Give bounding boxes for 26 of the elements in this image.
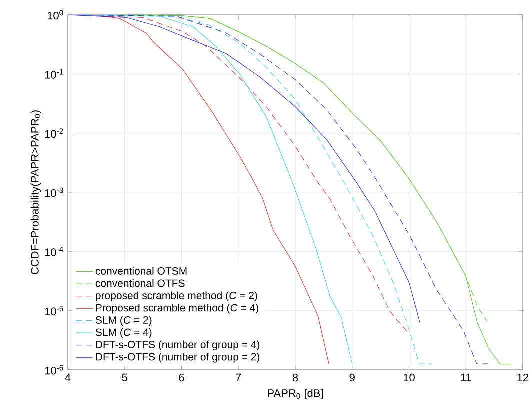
x-tick-label: 4	[65, 374, 71, 382]
y-tick-label: 10$^{-6}$	[45, 365, 64, 375]
y-axis-title: CCDF=Probability(PAPR>PAPR$_{0}$)	[30, 110, 42, 275]
x-tick-label: 12	[518, 374, 529, 382]
legend-label: DFT-s-OTFS (number of group = 4)	[96, 340, 260, 351]
x-tick-label: 6	[179, 374, 184, 382]
legend-label: Proposed scramble method (C = 4)	[96, 304, 259, 314]
y-tick-label: 10$^{-3}$	[45, 188, 64, 198]
x-tick-label: 5	[122, 374, 128, 382]
y-tick-label: 10$^{-4}$	[45, 246, 64, 256]
legend-label: conventional OTSM	[96, 267, 187, 275]
x-tick-label: 7	[236, 374, 242, 382]
x-tick-label: 9	[350, 374, 355, 382]
x-tick-label: 10	[404, 374, 415, 382]
x-tick-label: 8	[292, 374, 298, 382]
legend-label: conventional OTFS	[96, 279, 185, 288]
y-tick-label: 10$^{-1}$	[45, 69, 64, 79]
legend-label: SLM (C = 2)	[96, 316, 152, 326]
x-tick-label: 11	[461, 374, 472, 382]
legend-label: SLM (C = 4)	[96, 328, 152, 338]
legend-label: DFT-s-OTFS (number of group = 2)	[96, 353, 260, 363]
y-tick-label: 10$^{-5}$	[45, 306, 64, 316]
legend-label: proposed scramble method (C = 2)	[96, 292, 258, 302]
x-axis-title: PAPR$_{0}$ [dB]	[268, 389, 323, 400]
y-tick-label: 10$^{-2}$	[45, 128, 64, 138]
y-tick-label: 10$^{0}$	[48, 10, 64, 20]
